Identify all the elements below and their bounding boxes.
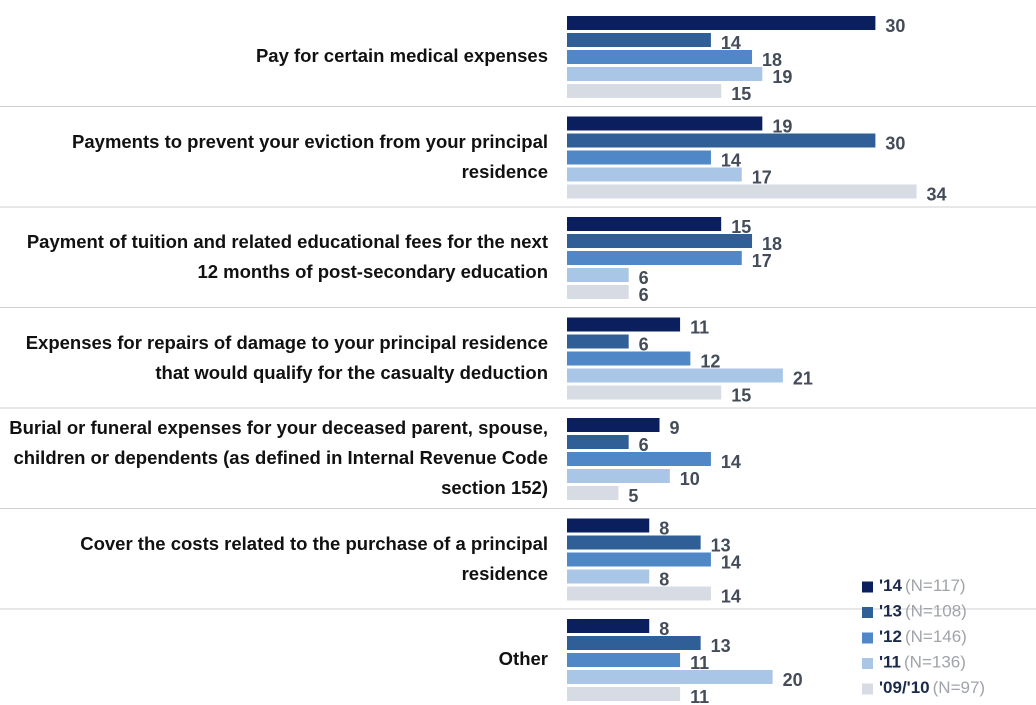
- value-label: 8: [659, 619, 669, 639]
- value-label: 8: [659, 569, 669, 589]
- legend-entry: '13 (N=108): [879, 602, 967, 621]
- bar: [567, 217, 722, 231]
- category-label: Other: [498, 648, 548, 669]
- value-label: 14: [721, 33, 741, 53]
- value-label: 19: [772, 116, 792, 136]
- value-label: 5: [628, 486, 638, 506]
- value-label: 17: [752, 167, 772, 187]
- category-label: Cover the costs related to the purchase …: [80, 532, 548, 584]
- value-label: 9: [670, 418, 680, 438]
- legend-name: '14: [879, 576, 902, 595]
- bar: [567, 653, 681, 667]
- bar: [567, 351, 691, 366]
- bar: [567, 184, 917, 199]
- bar: [567, 569, 650, 584]
- bar: [567, 50, 753, 64]
- bar: [567, 317, 681, 332]
- bar: [567, 636, 701, 650]
- value-label: 20: [783, 670, 803, 690]
- value-label: 13: [711, 636, 731, 656]
- value-label: 11: [690, 687, 709, 705]
- legend-sample: (N=117): [905, 576, 966, 595]
- legend-sample: (N=97): [933, 678, 985, 697]
- legend-entry: '14 (N=117): [879, 576, 966, 595]
- value-label: 34: [927, 184, 947, 204]
- bar: [567, 268, 629, 282]
- bar: [567, 418, 660, 432]
- bar: [567, 486, 619, 500]
- value-label: 14: [721, 150, 741, 170]
- value-label: 6: [639, 285, 649, 305]
- bar: [567, 586, 711, 601]
- value-label: 12: [700, 351, 720, 371]
- bar: [567, 552, 711, 567]
- bar: [567, 469, 670, 483]
- bar: [567, 518, 650, 533]
- value-label: 21: [793, 368, 813, 388]
- value-label: 18: [762, 50, 782, 70]
- value-label: 17: [752, 251, 772, 271]
- value-label: 14: [721, 552, 741, 572]
- value-label: 6: [639, 435, 649, 455]
- bar: [567, 452, 711, 466]
- bar: [567, 67, 763, 81]
- legend-swatch: [862, 683, 873, 695]
- value-label: 8: [659, 518, 669, 538]
- bar: [567, 116, 763, 131]
- value-label: 6: [639, 268, 649, 288]
- legend-entry: '11 (N=136): [879, 653, 966, 672]
- value-label: 18: [762, 234, 782, 254]
- bar: [567, 435, 629, 449]
- bar: [567, 285, 629, 299]
- legend-name: '11: [879, 653, 901, 672]
- value-label: 6: [639, 334, 649, 354]
- bar: [567, 687, 681, 701]
- value-label: 15: [731, 385, 751, 405]
- value-label: 30: [885, 16, 905, 36]
- legend-entry: '12 (N=146): [879, 627, 967, 646]
- value-label: 15: [731, 84, 751, 104]
- legend-sample: (N=146): [905, 627, 967, 646]
- value-label: 10: [680, 469, 700, 489]
- bar: [567, 385, 722, 400]
- legend-swatch: [862, 632, 873, 644]
- bar: [567, 33, 711, 47]
- legend-name: '13: [879, 602, 902, 621]
- bar: [567, 670, 773, 684]
- bar: [567, 535, 701, 550]
- category-label: Expenses for repairs of damage to your p…: [25, 331, 548, 383]
- bar: [567, 16, 876, 30]
- bar: [567, 334, 629, 349]
- value-label: 30: [885, 133, 905, 153]
- value-label: 14: [721, 586, 741, 606]
- category-label: Payment of tuition and related education…: [26, 231, 548, 282]
- category-label: Payments to prevent your eviction from y…: [72, 130, 548, 182]
- bar: [567, 150, 711, 165]
- bar: [567, 619, 650, 633]
- legend-name: '12: [879, 627, 902, 646]
- value-label: 14: [721, 452, 741, 472]
- value-label: 15: [731, 217, 751, 237]
- legend-swatch: [862, 607, 873, 618]
- value-label: 19: [772, 67, 792, 87]
- legend-sample: (N=136): [904, 653, 966, 672]
- category-label: Burial or funeral expenses for your dece…: [9, 417, 548, 498]
- legend-entry: '09/'10 (N=97): [879, 678, 985, 697]
- value-label: 13: [711, 535, 731, 555]
- legend-sample: (N=108): [905, 602, 967, 621]
- value-label: 11: [690, 317, 709, 337]
- bar: [567, 234, 753, 248]
- bar: [567, 251, 742, 265]
- category-label: Pay for certain medical expenses: [255, 45, 548, 66]
- bar: [567, 167, 742, 182]
- bar: [567, 133, 876, 148]
- legend-name: '09/'10: [879, 678, 930, 697]
- value-label: 11: [690, 653, 709, 673]
- bar: [567, 368, 783, 383]
- bar: [567, 84, 722, 98]
- legend-swatch: [862, 658, 873, 669]
- legend-swatch: [862, 581, 873, 593]
